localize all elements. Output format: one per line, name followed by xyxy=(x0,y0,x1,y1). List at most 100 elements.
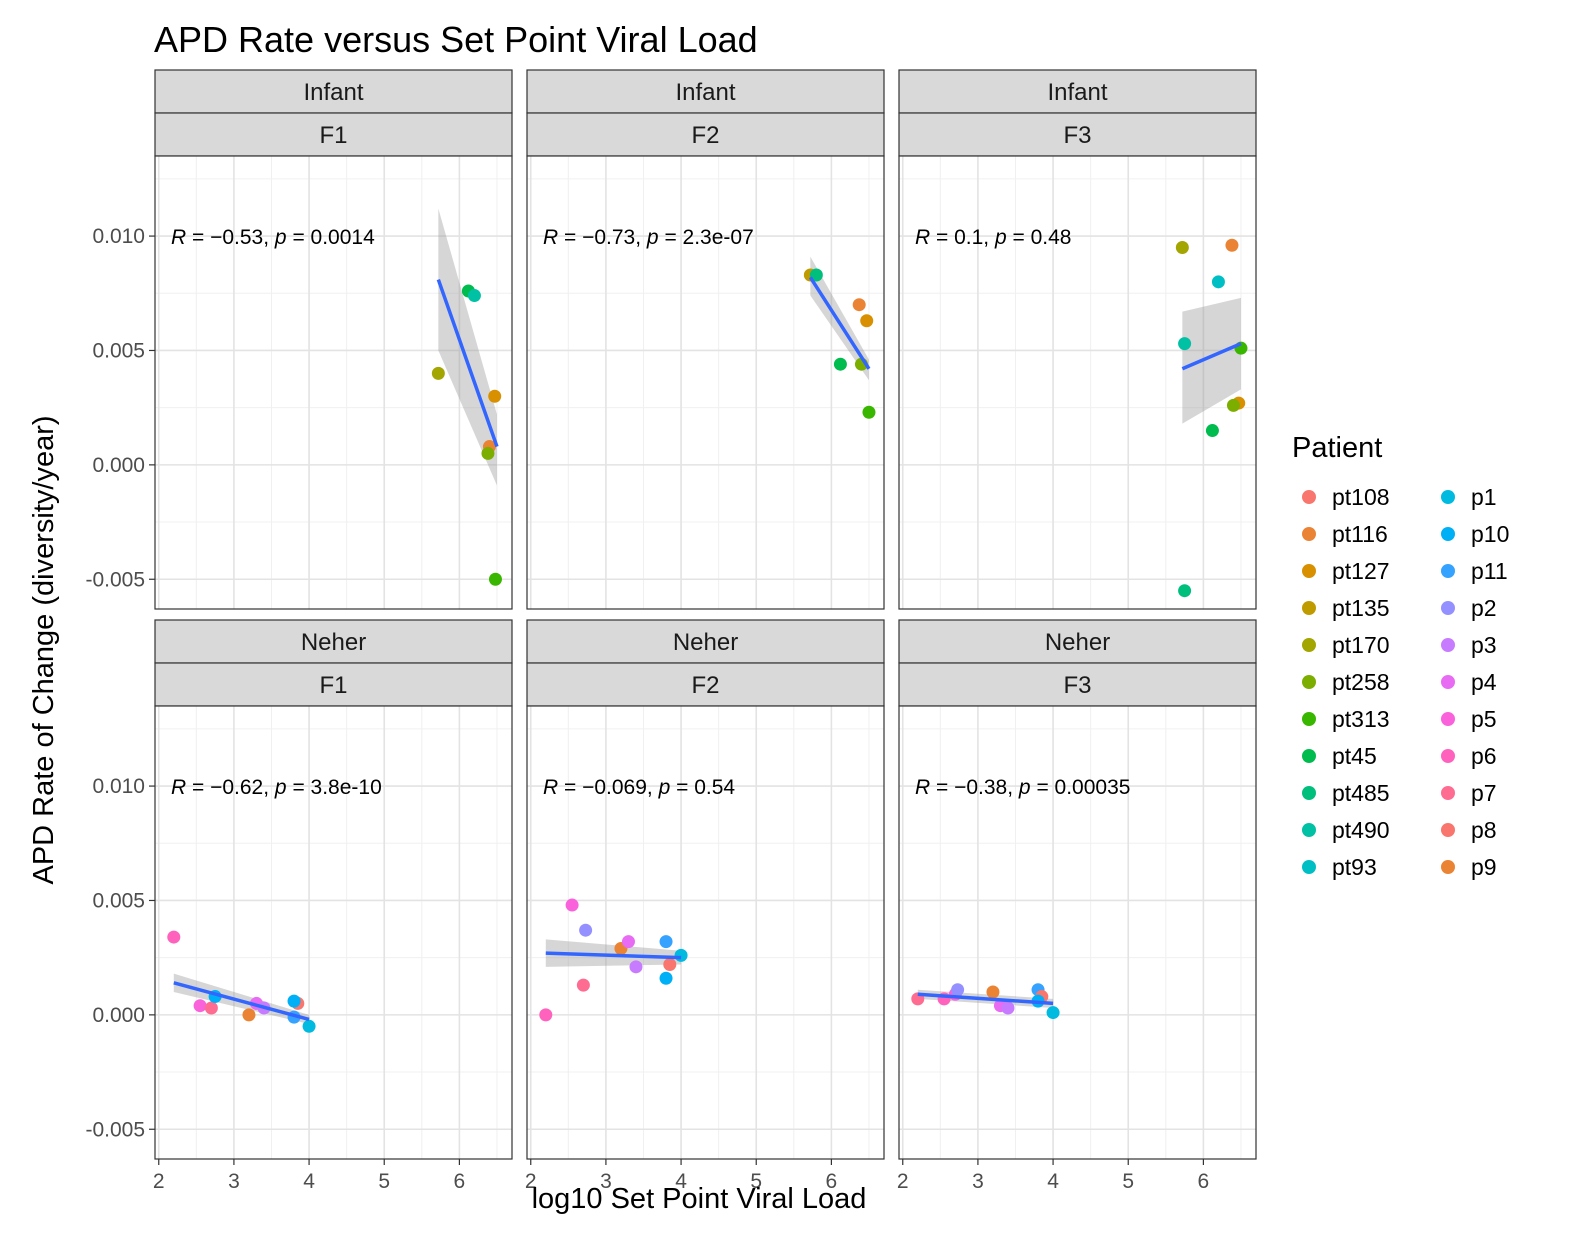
panel-neher-f3: Neher F3 R = −0.38, p = 0.00035 2 3 4 5 6 xyxy=(897,619,1257,1193)
confidence-band xyxy=(545,939,682,967)
annotation-r-symbol: R xyxy=(171,776,186,799)
data-point-p5 xyxy=(193,999,207,1013)
legend-item-pt258: pt258 xyxy=(1302,669,1390,695)
data-point-p3 xyxy=(629,960,643,974)
panel-background xyxy=(899,156,1256,609)
data-point-p10 xyxy=(287,994,301,1008)
data-point-p11 xyxy=(659,935,673,949)
legend-label: p9 xyxy=(1471,854,1497,880)
legend-label: p4 xyxy=(1471,669,1497,695)
strip-background xyxy=(526,619,885,664)
legend-key xyxy=(1302,527,1316,541)
confidence-band xyxy=(1182,297,1241,424)
legend-key xyxy=(1441,860,1455,874)
x-tick-label: 5 xyxy=(378,1170,390,1193)
strip-background xyxy=(154,112,513,157)
chart-title: APD Rate versus Set Point Viral Load xyxy=(154,19,758,60)
annotation-r-symbol: R xyxy=(543,226,558,249)
panel-border xyxy=(526,155,885,610)
data-point-p5 xyxy=(565,898,579,912)
strip-background xyxy=(898,112,1257,157)
regression-line xyxy=(808,276,871,370)
legend-key xyxy=(1302,601,1316,615)
gridlines xyxy=(155,156,512,609)
legend-label: p1 xyxy=(1471,484,1497,510)
strip-label-fragment: F1 xyxy=(319,672,347,699)
annotation-r-symbol: R xyxy=(915,226,930,249)
legend-item-pt127: pt127 xyxy=(1302,558,1390,584)
regression-line xyxy=(173,981,310,1022)
data-point-p9 xyxy=(986,985,1000,999)
panel-neher-f2: Neher F2 R = −0.069, p = 0.54 2 3 4 5 6 xyxy=(525,619,885,1193)
panel-background xyxy=(527,156,884,609)
legend-label: pt135 xyxy=(1332,595,1390,621)
y-tick-label: -0.005 xyxy=(85,1118,145,1141)
data-point-pt313 xyxy=(488,572,502,586)
data-point-p6 xyxy=(167,930,181,944)
correlation-annotation: R = −0.62, p = 3.8e-10 xyxy=(171,776,382,799)
strip-background xyxy=(898,619,1257,664)
legend-label: pt170 xyxy=(1332,632,1390,658)
strip-background xyxy=(898,662,1257,707)
data-point-pt45 xyxy=(1205,424,1219,438)
y-tick-label: 0.010 xyxy=(92,775,145,798)
legend-item-p7: p7 xyxy=(1441,780,1497,806)
data-point-pt127 xyxy=(860,314,874,328)
legend-key xyxy=(1441,601,1455,615)
annotation-r-value: = −0.069, xyxy=(558,776,658,799)
y-tick-label: 0.010 xyxy=(92,225,145,248)
strip-background xyxy=(898,69,1257,114)
strip-background xyxy=(526,112,885,157)
data-point-pt170 xyxy=(431,366,445,380)
legend: Patient pt108 pt116 pt127 pt135 pt170 pt258 pt… xyxy=(1292,432,1509,880)
legend-item-pt313: pt313 xyxy=(1302,706,1390,732)
correlation-annotation: R = −0.38, p = 0.00035 xyxy=(915,776,1130,799)
x-tick-label: 3 xyxy=(972,1170,984,1193)
confidence-band xyxy=(810,256,869,381)
annotation-p-value: = 0.48 xyxy=(1007,226,1072,249)
legend-key xyxy=(1441,712,1455,726)
panel-neher-f1: Neher F1 R = −0.62, p = 3.8e-10 -0.005 0.000… xyxy=(85,619,513,1193)
data-point-p7 xyxy=(576,978,590,992)
legend-key xyxy=(1302,786,1316,800)
x-tick-label: 4 xyxy=(1047,1170,1059,1193)
legend-item-p6: p6 xyxy=(1441,743,1497,769)
x-tick-label: 2 xyxy=(153,1170,165,1193)
x-tick-label: 3 xyxy=(600,1170,612,1193)
annotation-r-value: = −0.38, xyxy=(930,776,1019,799)
panel-background xyxy=(155,156,512,609)
legend-label: p10 xyxy=(1471,521,1509,547)
data-point-pt490 xyxy=(1178,337,1192,351)
x-tick-label: 6 xyxy=(826,1170,838,1193)
legend-item-p11: p11 xyxy=(1441,558,1508,584)
legend-label: p5 xyxy=(1471,706,1497,732)
strip-label-group: Infant xyxy=(303,79,363,106)
strip-background xyxy=(154,619,513,664)
x-tick-label: 5 xyxy=(1122,1170,1134,1193)
annotation-p-value: = 0.54 xyxy=(670,776,735,799)
x-tick-label: 4 xyxy=(675,1170,687,1193)
y-tick-label: 0.000 xyxy=(92,1004,145,1027)
legend-key xyxy=(1302,749,1316,763)
legend-item-pt490: pt490 xyxy=(1302,817,1390,843)
annotation-r-value: = −0.73, xyxy=(558,226,647,249)
legend-key xyxy=(1302,564,1316,578)
strip-label-fragment: F2 xyxy=(691,122,719,149)
x-tick-label: 6 xyxy=(1198,1170,1210,1193)
panel-border xyxy=(526,705,885,1160)
legend-item-pt108: pt108 xyxy=(1302,484,1390,510)
x-tick-label: 4 xyxy=(303,1170,315,1193)
data-point-p1 xyxy=(1046,1006,1060,1020)
legend-title: Patient xyxy=(1292,432,1382,464)
annotation-p-symbol: p xyxy=(994,226,1007,249)
data-point-p1 xyxy=(674,948,688,962)
regression-line xyxy=(917,992,1054,1006)
annotation-r-symbol: R xyxy=(915,776,930,799)
annotation-p-symbol: p xyxy=(1018,776,1031,799)
gridlines xyxy=(899,706,1256,1159)
panel-border xyxy=(154,705,513,1160)
data-point-pt258 xyxy=(481,446,495,460)
data-point-pt93 xyxy=(1211,275,1225,289)
data-point-p2 xyxy=(951,983,965,997)
